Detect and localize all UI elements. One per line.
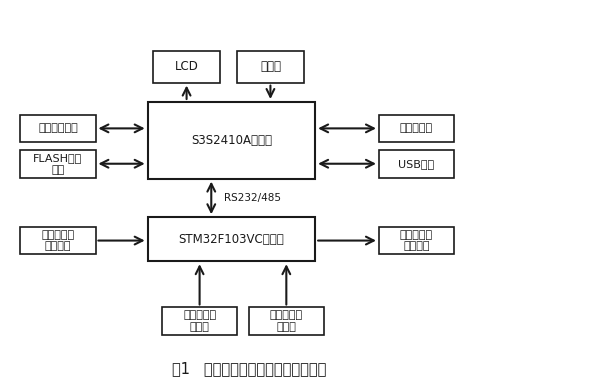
Text: 触摸屏: 触摸屏 (260, 60, 281, 73)
Text: 多路开关量
输出模块: 多路开关量 输出模块 (400, 230, 433, 251)
Bar (20, 114, 96, 142)
Bar (148, 102, 315, 179)
Text: S3S2410A处理器: S3S2410A处理器 (191, 134, 272, 147)
Bar (162, 307, 237, 335)
Text: RS232/485: RS232/485 (224, 193, 281, 203)
Bar (379, 114, 454, 142)
Text: 多路温度采
集模块: 多路温度采 集模块 (183, 310, 216, 332)
Text: USB模块: USB模块 (398, 159, 434, 169)
Bar (20, 227, 96, 254)
Bar (379, 227, 454, 254)
Bar (237, 51, 304, 83)
Text: STM32F103VC处理器: STM32F103VC处理器 (179, 233, 284, 246)
Text: LCD: LCD (175, 60, 198, 73)
Text: 数据存储模块: 数据存储模块 (38, 123, 78, 133)
Bar (148, 217, 315, 261)
Text: 图1   热泵热水机控制器组成结构框图: 图1 热泵热水机控制器组成结构框图 (172, 361, 326, 377)
Bar (249, 307, 324, 335)
Text: 多路压力采
集模块: 多路压力采 集模块 (270, 310, 303, 332)
Bar (20, 150, 96, 178)
Text: FLASH存储
模块: FLASH存储 模块 (33, 153, 83, 174)
Text: 多路开关量
输入模块: 多路开关量 输入模块 (41, 230, 74, 251)
Text: 以太网模块: 以太网模块 (400, 123, 433, 133)
Bar (153, 51, 220, 83)
Bar (379, 150, 454, 178)
